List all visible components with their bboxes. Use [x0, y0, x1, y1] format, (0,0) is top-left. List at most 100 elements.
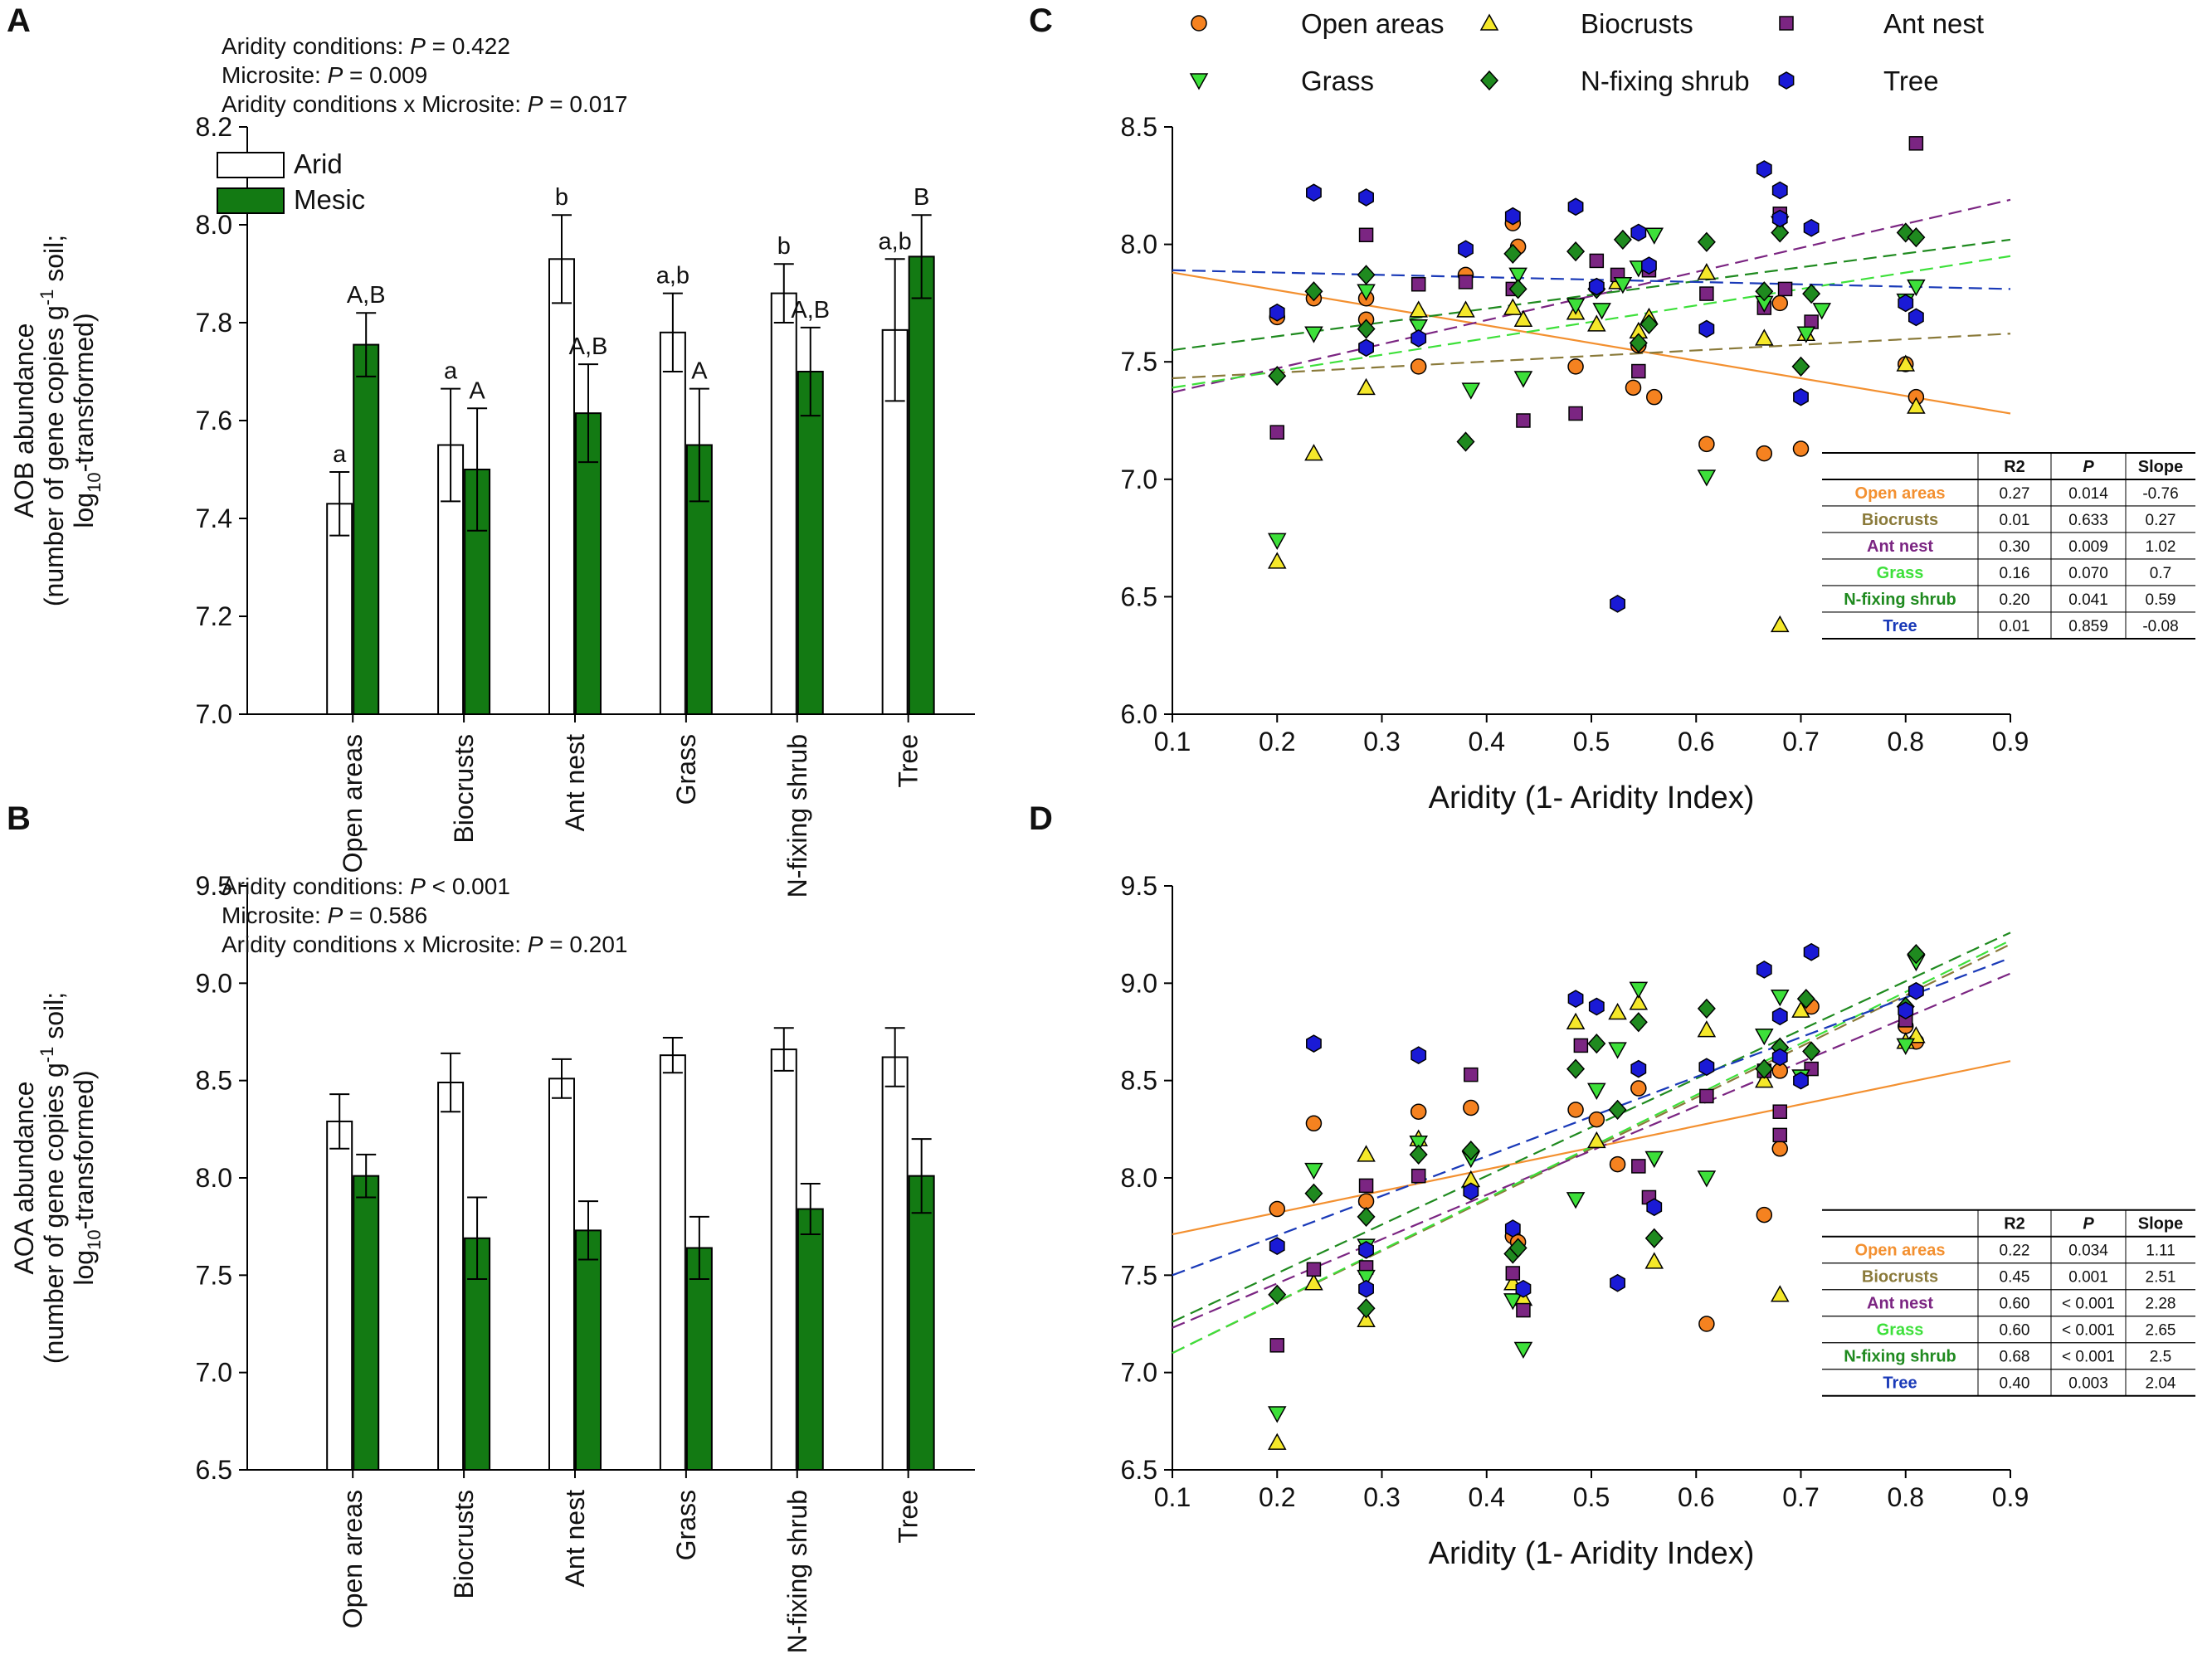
y-tick-label: 6.5	[1121, 1455, 1157, 1485]
table-cell-r2: 0.68	[2000, 1349, 2030, 1366]
stat-line-1: Microsite: P = 0.009	[222, 62, 427, 88]
point-ant-nest	[1589, 253, 1605, 269]
point-open-areas	[1609, 1155, 1626, 1173]
point-grass	[1613, 276, 1633, 294]
point-tree	[1907, 308, 1924, 327]
y-tick-label: 6.5	[1121, 581, 1157, 611]
y-tick-label: 8.2	[196, 112, 232, 142]
y-tick-label: 7.5	[1121, 347, 1157, 377]
point-grass	[1796, 326, 1816, 343]
table-cell-p: 0.001	[2068, 1269, 2108, 1287]
stat-p: P	[528, 932, 543, 957]
point-grass	[1644, 1151, 1664, 1169]
point-biocrusts	[1770, 1285, 1790, 1302]
category-text: Ant nest	[560, 1490, 590, 1588]
point-grass	[1907, 279, 1926, 297]
point-ant-nest	[1358, 227, 1374, 243]
table-bg	[1822, 1209, 2195, 1396]
ylabel-sub: 10	[84, 1229, 105, 1249]
point-biocrusts	[1503, 298, 1523, 315]
point-tree	[1610, 1273, 1625, 1292]
point-ant-nest	[1269, 1338, 1284, 1353]
fit-line-grass	[1172, 255, 2011, 389]
point-open-areas	[1646, 388, 1663, 406]
y-tick-label: 7.8	[196, 308, 232, 338]
table-cell-r2: 0.60	[2000, 1322, 2030, 1340]
x-tick-label: 0.8	[1888, 1482, 1924, 1512]
point-tree	[1358, 338, 1374, 358]
point-n-fixing-shrub	[1409, 1144, 1428, 1165]
significance-letter: b	[555, 184, 568, 211]
point-ant-nest	[1573, 1038, 1589, 1053]
table-cell-r2: 0.60	[2000, 1296, 2030, 1313]
category-label-0: Open areas	[338, 734, 368, 873]
point-grass	[1566, 1192, 1586, 1209]
y-tick-label: 6.0	[1121, 699, 1157, 729]
y-tick-label: 7.5	[1121, 1260, 1157, 1290]
point-open-areas	[1463, 1099, 1479, 1116]
point-open-areas	[1567, 1102, 1584, 1118]
category-label-3: Grass	[671, 1490, 701, 1560]
point-tree	[1771, 1048, 1788, 1067]
scatter-chart-c: 6.0 6.5 7.0 7.5 8.0 8.5 0.1 0.2 0.3 0.4 0.5 0.6 0.7 0…	[1121, 112, 2195, 815]
point-biocrusts	[1456, 300, 1475, 318]
table-cell-slope: 2.65	[2146, 1322, 2176, 1340]
y-tick-label: 7.2	[196, 601, 232, 631]
significance-letter: B	[914, 184, 929, 211]
point-tree	[1515, 1279, 1532, 1298]
point-biocrusts	[1644, 1252, 1664, 1269]
y-axis-label: AOB abundance (number of gene copies g-1 …	[9, 235, 105, 606]
category-label-4: N-fixing shrub	[782, 1490, 812, 1653]
bar-mesic	[797, 1208, 824, 1471]
point-grass	[1697, 1170, 1717, 1188]
x-tick-label: 0.7	[1782, 727, 1819, 756]
point-ant-nest	[1505, 1266, 1521, 1281]
stat-value: = 0.017	[543, 91, 627, 117]
ylabel-line3: log10-transformed)	[69, 313, 105, 528]
y-tick-label: 8.5	[1121, 112, 1157, 142]
point-tree	[1306, 183, 1322, 202]
category-text: Grass	[671, 734, 701, 805]
stat-value: = 0.009	[343, 62, 427, 88]
point-n-fixing-shrub	[1456, 431, 1475, 452]
point-grass	[1409, 1136, 1428, 1153]
point-grass	[1304, 326, 1323, 343]
stat-line-2: Aridity conditions x Microsite: P = 0.20…	[222, 932, 627, 957]
point-biocrusts	[1755, 328, 1774, 346]
significance-letter: A	[469, 377, 485, 404]
point-grass	[1697, 469, 1717, 487]
significance-letter: a,b	[656, 263, 689, 289]
point-grass	[1770, 990, 1790, 1007]
point-n-fixing-shrub	[1640, 314, 1659, 335]
bar-arid	[437, 1082, 465, 1471]
point-tree	[1458, 240, 1474, 259]
point-tree	[1907, 981, 1924, 1000]
point-tree	[1567, 990, 1584, 1008]
stat-label: Aridity conditions x Microsite:	[222, 932, 528, 957]
fit-line-biocrusts	[1172, 333, 2011, 380]
table-cell-slope: 2.04	[2146, 1375, 2176, 1393]
point-n-fixing-shrub	[1503, 243, 1523, 265]
table-cell-p: 0.633	[2068, 512, 2108, 529]
table-cell-slope: 2.28	[2146, 1296, 2176, 1313]
table-cell-p: 0.070	[2068, 565, 2108, 582]
point-grass	[1587, 1082, 1606, 1100]
x-tick-label: 0.3	[1363, 727, 1400, 756]
table-cell-r2: 0.30	[2000, 538, 2030, 556]
point-ant-nest	[1699, 286, 1714, 301]
point-tree	[1630, 223, 1647, 242]
point-open-areas	[1756, 445, 1773, 462]
point-biocrusts	[1409, 300, 1428, 318]
point-biocrusts	[1587, 1131, 1606, 1149]
x-tick-label: 0.7	[1782, 1482, 1819, 1512]
stat-line-0: Aridity conditions: P = 0.422	[222, 33, 510, 59]
point-tree	[1771, 1007, 1788, 1026]
point-n-fixing-shrub	[1268, 1284, 1287, 1305]
stat-label: Microsite:	[222, 62, 328, 88]
point-tree	[1646, 1198, 1663, 1217]
x-tick-label: 0.9	[1992, 1482, 2029, 1512]
point-grass	[1267, 533, 1287, 550]
bar-mesic	[353, 1175, 380, 1471]
category-text: Biocrusts	[449, 1490, 479, 1599]
y-tick-label: 8.0	[1121, 1163, 1157, 1193]
